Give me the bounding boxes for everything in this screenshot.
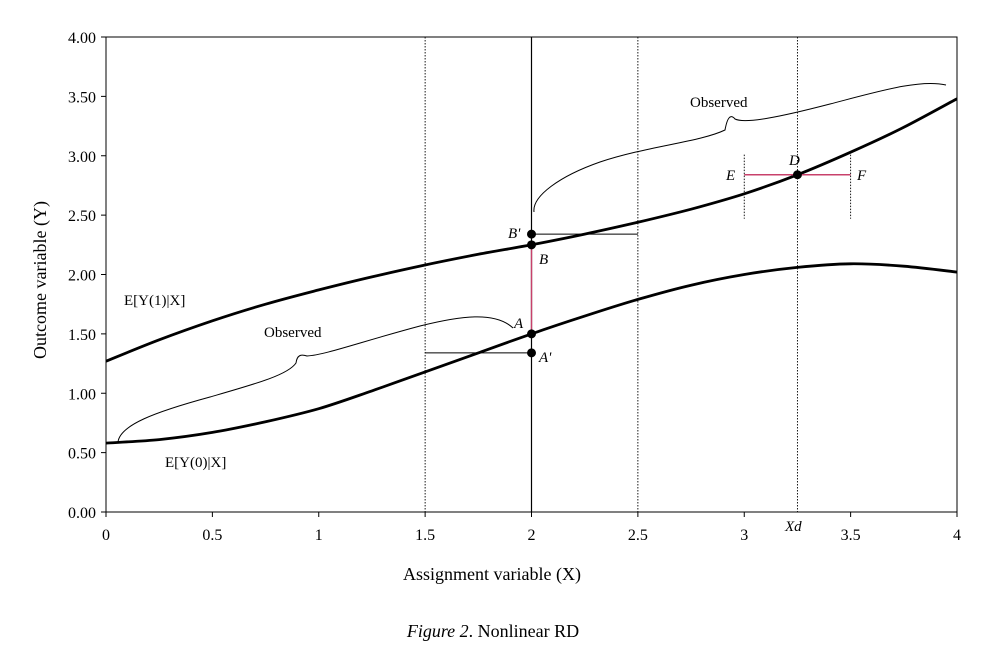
y-tick-label: 1.50 [68, 327, 96, 344]
y-tick-label: 2.50 [68, 208, 96, 225]
point-label-a-prime: A' [538, 350, 552, 366]
x-tick-label: 2 [528, 527, 536, 544]
y-tick-label: 0.50 [68, 446, 96, 463]
y-axis-title: Outcome variable (Y) [30, 201, 51, 359]
y-tick-label: 1.00 [68, 386, 96, 403]
observed-right-label: Observed [690, 95, 748, 111]
x-tick-label: 1 [315, 527, 323, 544]
axis-ticks: 0 0.5 1 1.5 2 2.5 3 3.5 4 0.00 0.50 1.00 1.50 2.00 2.5… [68, 30, 961, 544]
x-tick-label: 1.5 [415, 527, 435, 544]
point-label-a: A [513, 316, 524, 332]
figure-caption: Figure 2. Nonlinear RD [406, 621, 579, 641]
observed-right-brace [533, 82, 947, 213]
key-points [527, 170, 802, 358]
y-tick-label: 3.00 [68, 149, 96, 166]
point-a [527, 329, 536, 339]
y-tick-label: 3.50 [68, 89, 96, 106]
point-a-prime [527, 348, 536, 358]
y-tick-label: 0.00 [68, 505, 96, 522]
x-tick-label: 2.5 [628, 527, 648, 544]
x-tick-label: 4 [953, 527, 961, 544]
x-tick-label: 3.5 [841, 527, 861, 544]
point-label-f: F [856, 168, 867, 184]
point-d [792, 170, 802, 180]
x-tick-label: 0.5 [202, 527, 222, 544]
observed-left-brace [117, 316, 514, 443]
point-label-b-prime: B' [508, 226, 521, 242]
x-tick-label: 0 [102, 527, 110, 544]
point-b-prime [527, 229, 536, 239]
y1-curve-label: E[Y(1)|X] [124, 293, 185, 309]
caption-prefix: Figure 2 [406, 621, 469, 641]
point-label-d: D [788, 153, 800, 169]
point-label-e: E [725, 168, 735, 184]
caption-text: . Nonlinear RD [469, 621, 579, 641]
y-tick-label: 2.00 [68, 268, 96, 285]
x-axis-title: Assignment variable (X) [403, 564, 581, 585]
xd-label: Xd [784, 519, 802, 535]
y-tick-label: 4.00 [68, 30, 96, 47]
reference-lines [424, 37, 852, 512]
observed-left-label: Observed [264, 325, 322, 341]
point-label-b: B [539, 252, 548, 268]
y0-curve-label: E[Y(0)|X] [165, 455, 226, 471]
point-b [527, 240, 536, 250]
x-tick-label: 3 [740, 527, 748, 544]
